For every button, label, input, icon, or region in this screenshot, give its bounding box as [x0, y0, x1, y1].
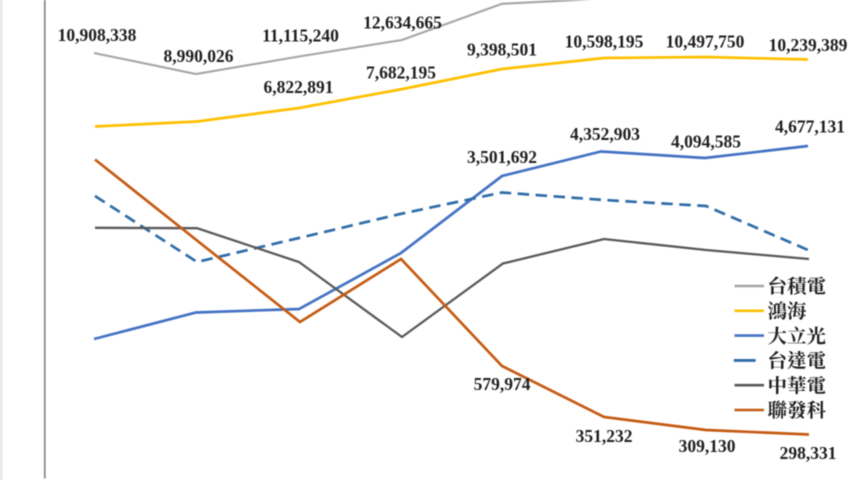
svg-text:11,115,240: 11,115,240 — [262, 26, 339, 46]
svg-text:298,331: 298,331 — [780, 443, 837, 463]
svg-text:中華電: 中華電 — [768, 370, 827, 398]
svg-text:579,974: 579,974 — [474, 374, 531, 394]
svg-text:10,598,195: 10,598,195 — [565, 32, 644, 52]
svg-text:4,352,903: 4,352,903 — [570, 124, 640, 144]
svg-text:10,239,389: 10,239,389 — [769, 35, 848, 55]
svg-text:12,634,665: 12,634,665 — [363, 13, 442, 33]
svg-text:台達電: 台達電 — [768, 346, 827, 374]
svg-text:351,232: 351,232 — [576, 426, 633, 446]
svg-text:10,908,338: 10,908,338 — [58, 25, 137, 45]
svg-text:台積電: 台積電 — [768, 271, 827, 299]
svg-text:鴻海: 鴻海 — [768, 296, 808, 324]
svg-text:大立光: 大立光 — [768, 321, 827, 349]
svg-text:8,990,026: 8,990,026 — [164, 46, 234, 66]
svg-text:聯發科: 聯發科 — [768, 395, 827, 423]
svg-text:7,682,195: 7,682,195 — [366, 63, 436, 83]
svg-text:4,677,131: 4,677,131 — [775, 117, 845, 137]
svg-text:6,822,891: 6,822,891 — [264, 77, 334, 97]
svg-text:10,497,750: 10,497,750 — [666, 32, 745, 52]
svg-text:3,501,692: 3,501,692 — [467, 147, 537, 167]
svg-text:309,130: 309,130 — [679, 436, 736, 456]
svg-text:4,094,585: 4,094,585 — [671, 132, 741, 152]
svg-text:9,398,501: 9,398,501 — [467, 40, 537, 60]
